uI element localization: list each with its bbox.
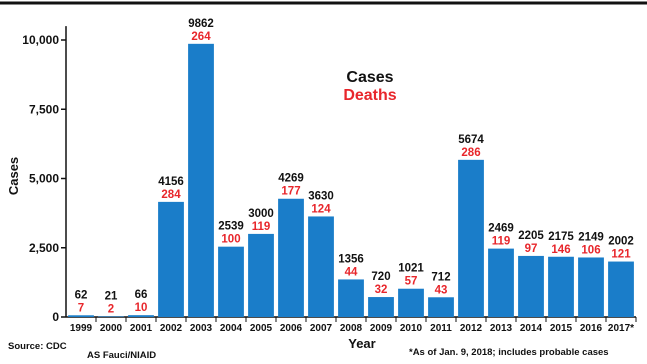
- bar-cases: [98, 316, 124, 317]
- x-tick-label: 2007: [310, 323, 333, 334]
- data-label-deaths: 100: [221, 234, 240, 246]
- source-note: Source: CDC: [8, 341, 67, 352]
- y-tick-label: 7,500: [29, 102, 59, 116]
- bar-cases: [548, 256, 574, 317]
- y-tick-label: 2,500: [29, 241, 59, 255]
- data-label-deaths: 32: [375, 284, 388, 296]
- data-label-cases: 3630: [308, 190, 334, 202]
- bar-cases: [488, 248, 514, 317]
- bar-cases: [398, 288, 424, 317]
- x-tick-label: 2006: [280, 323, 303, 334]
- x-tick-label: 2008: [340, 323, 363, 334]
- data-label-deaths: 44: [345, 266, 358, 278]
- x-tick-label: 1999: [70, 323, 93, 334]
- data-label-cases: 5674: [458, 134, 484, 146]
- data-label-cases: 4269: [278, 173, 304, 185]
- x-tick-label: 2014: [520, 323, 543, 334]
- x-tick-label: 2016: [580, 323, 603, 334]
- data-label-cases: 1356: [338, 253, 364, 265]
- legend-deaths: Deaths: [343, 87, 396, 104]
- bar-cases: [338, 279, 364, 317]
- data-label-deaths: 106: [581, 244, 600, 256]
- bar-cases: [248, 233, 274, 317]
- x-tick-label: 2011: [430, 323, 452, 334]
- legend-cases: Cases: [346, 69, 393, 86]
- data-label-deaths: 10: [135, 302, 148, 314]
- x-tick-label: 2013: [490, 323, 513, 334]
- data-label-deaths: 97: [525, 243, 538, 255]
- data-label-cases: 2205: [518, 230, 544, 242]
- x-tick-label: 2001: [130, 323, 153, 334]
- x-tick-label: 2012: [460, 323, 483, 334]
- x-tick-label: 2000: [100, 323, 123, 334]
- plot-area: 02,5005,0007,50010,000762199922120001066…: [22, 18, 637, 334]
- bar-cases: [368, 297, 394, 317]
- bar-cases: [188, 43, 214, 317]
- data-label-cases: 2175: [548, 231, 574, 243]
- data-label-deaths: 286: [461, 147, 480, 159]
- data-label-cases: 720: [371, 271, 390, 283]
- bar-cases: [218, 246, 244, 317]
- data-label-deaths: 119: [492, 236, 511, 248]
- x-tick-label: 2017*: [608, 323, 634, 334]
- bar-cases: [608, 261, 634, 317]
- data-label-deaths: 177: [281, 186, 300, 198]
- data-label-deaths: 7: [78, 302, 84, 314]
- bar-cases: [578, 257, 604, 317]
- data-label-deaths: 264: [191, 31, 211, 43]
- data-label-cases: 1021: [398, 263, 424, 275]
- data-label-cases: 4156: [158, 176, 184, 188]
- x-tick-label: 2015: [550, 323, 573, 334]
- y-tick-label: 0: [52, 310, 59, 324]
- x-tick-label: 2005: [250, 323, 273, 334]
- x-tick-label: 2004: [220, 323, 243, 334]
- data-label-cases: 2539: [218, 221, 244, 233]
- data-label-deaths: 121: [611, 249, 631, 261]
- probable-cases-note: *As of Jan. 9, 2018; includes probable c…: [409, 347, 609, 358]
- x-axis-label: Year: [348, 336, 375, 351]
- bar-cases: [158, 201, 184, 317]
- data-label-deaths: 2: [108, 303, 114, 315]
- data-label-cases: 2469: [488, 223, 514, 235]
- bar-cases: [428, 297, 454, 317]
- data-label-deaths: 284: [161, 189, 181, 201]
- bar-cases: [278, 198, 304, 317]
- data-label-deaths: 124: [311, 203, 331, 215]
- data-label-deaths: 146: [551, 244, 570, 256]
- bar-cases: [128, 315, 154, 317]
- x-tick-label: 2003: [190, 323, 213, 334]
- bar-cases: [518, 255, 544, 317]
- data-label-cases: 712: [431, 271, 450, 283]
- data-label-cases: 2002: [608, 236, 634, 248]
- x-tick-label: 2009: [370, 323, 393, 334]
- x-tick-label: 2010: [400, 323, 423, 334]
- data-label-cases: 21: [105, 290, 118, 302]
- y-axis-label: Cases: [6, 157, 21, 195]
- data-label-deaths: 43: [435, 284, 448, 296]
- data-label-deaths: 57: [405, 276, 418, 288]
- x-tick-label: 2002: [160, 323, 183, 334]
- data-label-cases: 3000: [248, 208, 274, 220]
- data-label-cases: 66: [135, 289, 148, 301]
- bar-cases: [308, 216, 334, 317]
- y-tick-label: 10,000: [22, 33, 59, 47]
- data-label-deaths: 119: [252, 221, 271, 233]
- bar-cases: [458, 159, 484, 317]
- bar-cases: [68, 315, 94, 317]
- data-label-cases: 62: [75, 289, 88, 301]
- data-label-cases: 9862: [188, 18, 214, 30]
- data-label-cases: 2149: [578, 231, 604, 243]
- credit-note: AS Fauci/NIAID: [87, 350, 157, 361]
- y-tick-label: 5,000: [29, 172, 59, 186]
